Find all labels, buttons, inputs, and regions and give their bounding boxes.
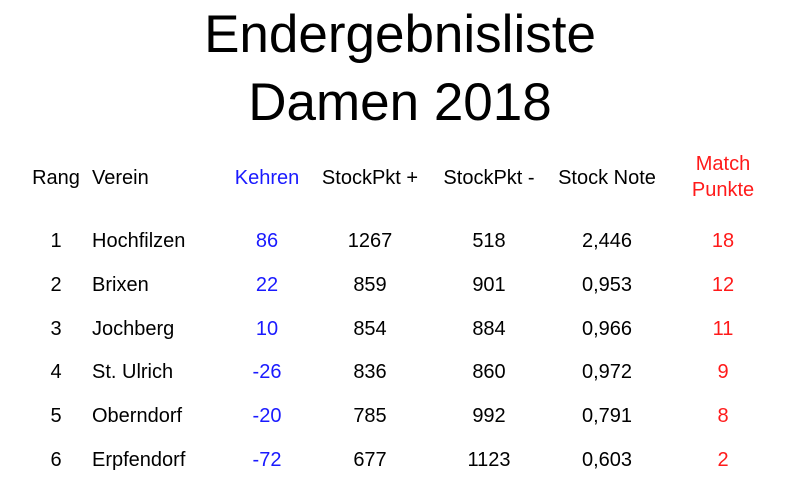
stockpkt-minus-cell: 860 — [472, 361, 506, 384]
stockpkt-plus-cell: 785 — [353, 405, 387, 428]
verein-cell: Brixen — [92, 273, 149, 296]
stockpkt-plus-cell: 836 — [353, 361, 387, 384]
header-kehren: Kehren — [234, 167, 300, 189]
header-stockpkt-minus: StockPkt - — [443, 167, 535, 189]
kehren-cell: 86 — [255, 230, 279, 252]
stock-note-cell: 0,966 — [581, 317, 633, 340]
rang-cell: 2 — [50, 273, 62, 296]
header-match: Match — [695, 153, 751, 175]
kehren-cell: -72 — [252, 449, 282, 471]
verein-cell: Oberndorf — [92, 405, 183, 428]
kehren-cell: -26 — [252, 361, 282, 384]
stock-note-cell: 0,953 — [581, 273, 633, 296]
match-punkte-cell: 9 — [717, 361, 729, 384]
match-punkte-cell: 2 — [717, 449, 729, 471]
header-punkte: Punkte — [691, 179, 755, 201]
match-punkte-cell: 12 — [711, 273, 735, 296]
match-punkte-cell: 8 — [717, 405, 729, 428]
page-title-line2: Damen 2018 — [248, 73, 552, 132]
stock-note-cell: 2,446 — [581, 230, 633, 252]
verein-cell: Erpfendorf — [92, 449, 186, 471]
header-stockpkt-plus: StockPkt + — [321, 167, 419, 189]
header-rang: Rang — [32, 167, 80, 189]
rang-cell: 1 — [50, 230, 62, 252]
rang-cell: 6 — [50, 449, 62, 471]
verein-cell: Jochberg — [92, 317, 175, 340]
stockpkt-minus-cell: 901 — [472, 273, 506, 296]
verein-cell: St. Ulrich — [92, 361, 174, 384]
header-verein: Verein — [92, 167, 149, 189]
stockpkt-plus-cell: 677 — [353, 449, 387, 471]
stock-note-cell: 0,972 — [581, 361, 633, 384]
stockpkt-plus-cell: 854 — [353, 317, 387, 340]
stockpkt-minus-cell: 992 — [472, 405, 506, 428]
rang-cell: 5 — [50, 405, 62, 428]
kehren-cell: -20 — [252, 405, 282, 428]
stock-note-cell: 0,791 — [581, 405, 633, 428]
rang-cell: 3 — [50, 317, 62, 340]
verein-cell: Hochfilzen — [92, 230, 186, 252]
match-punkte-cell: 18 — [711, 230, 735, 252]
kehren-cell: 10 — [255, 317, 279, 340]
stockpkt-minus-cell: 518 — [472, 230, 506, 252]
stockpkt-minus-cell: 884 — [472, 317, 506, 340]
stockpkt-minus-cell: 1123 — [467, 449, 511, 471]
page-title-line1: Endergebnisliste — [204, 5, 596, 64]
header-stock-note: Stock Note — [558, 167, 656, 189]
kehren-cell: 22 — [255, 273, 279, 296]
stockpkt-plus-cell: 1267 — [347, 230, 393, 252]
stockpkt-plus-cell: 859 — [353, 273, 387, 296]
stock-note-cell: 0,603 — [581, 449, 633, 471]
match-punkte-cell: 11 — [712, 317, 734, 340]
rang-cell: 4 — [50, 361, 62, 384]
